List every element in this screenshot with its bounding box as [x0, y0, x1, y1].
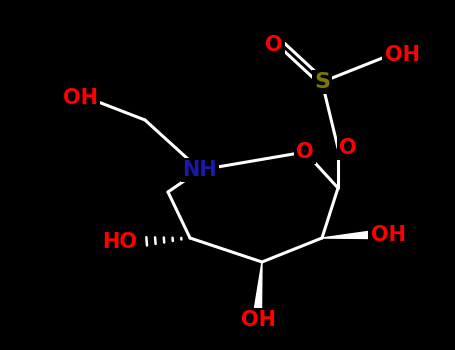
- Polygon shape: [254, 262, 262, 308]
- Text: HO: HO: [102, 232, 137, 252]
- Text: S: S: [314, 72, 330, 92]
- Text: OH: OH: [370, 225, 405, 245]
- Text: OH: OH: [62, 88, 97, 108]
- Text: NH: NH: [182, 160, 217, 180]
- Polygon shape: [322, 231, 368, 238]
- Text: O: O: [265, 35, 283, 55]
- Text: OH: OH: [241, 310, 275, 330]
- Text: O: O: [339, 138, 357, 158]
- Text: O: O: [296, 142, 314, 162]
- Text: OH: OH: [384, 45, 420, 65]
